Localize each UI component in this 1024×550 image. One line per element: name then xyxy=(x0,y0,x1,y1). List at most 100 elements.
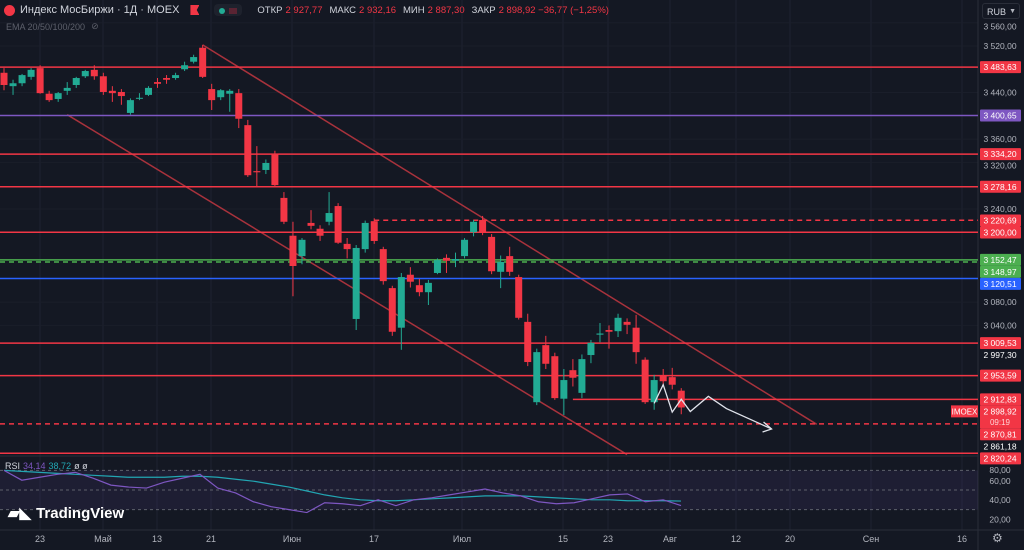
symbol-logo-icon xyxy=(4,4,15,16)
rsi-line xyxy=(3,469,682,514)
candle-body xyxy=(452,259,459,261)
x-tick-label: 15 xyxy=(558,534,568,544)
candle-body xyxy=(154,82,162,84)
currency-select[interactable]: RUB ▼ xyxy=(982,3,1020,19)
ema-label: EMA 20/50/100/200 xyxy=(6,21,86,32)
low-value: 2 887,30 xyxy=(427,4,465,16)
candle-body xyxy=(560,380,568,399)
level-price-label: 3 200,00 xyxy=(983,227,1016,237)
candle-body xyxy=(190,57,198,62)
x-tick-label: Сен xyxy=(863,534,880,544)
level-price-label: 3 220,69 xyxy=(983,215,1016,225)
flag-icon[interactable] xyxy=(190,5,200,15)
candle-body xyxy=(0,72,8,85)
hidden-eye-icon[interactable]: ⊘ xyxy=(91,21,99,31)
level-price-label: 3 278,16 xyxy=(983,182,1016,192)
close-label: ЗАКР xyxy=(471,4,496,16)
candle-body xyxy=(424,282,432,293)
candle-body xyxy=(99,76,107,92)
x-tick-label: Май xyxy=(94,534,112,544)
currency-value: RUB xyxy=(987,7,1007,17)
x-tick-label: 23 xyxy=(603,534,613,544)
candle-body xyxy=(18,75,26,84)
candle-body xyxy=(208,89,216,101)
brand-name: TradingView xyxy=(36,504,125,522)
candle-body xyxy=(361,222,369,250)
tradingview-logo[interactable]: ▰◣ TradingView xyxy=(8,504,125,523)
candle-body xyxy=(27,69,35,77)
x-tick-label: 12 xyxy=(731,534,741,544)
candle-body xyxy=(488,236,496,272)
candle-body xyxy=(497,261,505,272)
symbol-title[interactable]: Индекс МосБиржи · 1Д · MOEX xyxy=(20,4,180,16)
price-label: 2 861,18 xyxy=(983,441,1016,451)
projection-path xyxy=(653,382,772,430)
rsi-value: 34,14 xyxy=(23,461,46,471)
candle-body xyxy=(433,260,441,273)
level-price-label-bg xyxy=(980,428,1021,441)
candle-body xyxy=(668,377,676,385)
y-tick-label: 3 360,00 xyxy=(983,134,1016,144)
candle-body xyxy=(650,380,658,403)
candle-body xyxy=(506,256,514,272)
candle-body xyxy=(307,222,315,226)
trend-channel-line xyxy=(202,44,818,425)
x-tick-label: 17 xyxy=(369,534,379,544)
rsi-ma-value: 38,72 xyxy=(48,461,72,471)
low-label: МИН xyxy=(403,4,425,16)
candle-body xyxy=(172,75,180,79)
level-price-label: 3 483,63 xyxy=(983,62,1016,72)
candle-body xyxy=(569,370,577,378)
rsi-title: RSI xyxy=(5,461,21,471)
rsi-ma-line xyxy=(3,469,682,502)
rsi-tick-label: 20,00 xyxy=(989,514,1011,524)
level-price-label: 3 148,97 xyxy=(983,267,1016,277)
symbol-tag: IMOEX xyxy=(952,407,978,416)
settings-gear-icon[interactable]: ⚙ xyxy=(992,531,1003,545)
market-status-toggle[interactable] xyxy=(214,4,243,16)
candle-body xyxy=(352,247,360,319)
chart-legend: Индекс МосБиржи · 1Д · MOEX ОТКР 2 927,77… xyxy=(4,4,613,16)
indicator-legend[interactable]: EMA 20/50/100/200 ⊘ xyxy=(6,21,99,32)
price-label: 2 997,30 xyxy=(983,350,1016,360)
level-price-label-bg xyxy=(980,253,1021,266)
candle-body xyxy=(379,249,387,282)
last-price-label: 2 898,92 xyxy=(983,406,1016,416)
rsi-tick-label: 40,00 xyxy=(989,495,1011,505)
price-label-bg xyxy=(980,349,1021,362)
x-tick-label: Июл xyxy=(453,534,471,544)
candle-body xyxy=(442,257,450,261)
ohlc-values: ОТКР 2 927,77 МАКС 2 932,16 МИН 2 887,30 ЗА… xyxy=(257,5,613,16)
candle-body xyxy=(226,90,234,94)
candle-body xyxy=(605,330,613,332)
candle-body xyxy=(632,327,640,353)
candle-body xyxy=(181,65,189,70)
candle-body xyxy=(370,221,378,241)
candle-body xyxy=(479,220,487,233)
tv-logo-icon: ▰◣ xyxy=(8,505,32,522)
candle-body xyxy=(289,235,297,266)
candle-body xyxy=(470,221,478,233)
level-price-label: 3 120,51 xyxy=(983,279,1016,289)
level-price-label: 3 152,47 xyxy=(983,255,1016,265)
level-price-label: 3 400,65 xyxy=(983,110,1016,120)
x-tick-label: 13 xyxy=(152,534,162,544)
candle-body xyxy=(144,87,152,95)
candle-body xyxy=(298,239,306,257)
candle-body xyxy=(72,78,80,85)
candle-body xyxy=(614,317,622,332)
rsi-legend[interactable]: RSI 34,14 38,72 ø ø xyxy=(5,461,88,471)
level-price-label: 3 009,53 xyxy=(983,338,1016,348)
candle-body xyxy=(587,342,595,356)
level-price-label: 2 953,59 xyxy=(983,371,1016,381)
candle-body xyxy=(253,171,261,173)
candle-body xyxy=(235,93,243,119)
x-tick-label: 16 xyxy=(957,534,967,544)
countdown-label: 09:19 xyxy=(990,418,1011,427)
candle-body xyxy=(343,243,351,250)
last-price-bg xyxy=(980,405,1021,429)
level-price-label: 2 820,24 xyxy=(983,453,1016,463)
rsi-extra: ø ø xyxy=(74,461,88,471)
y-tick-label: 3 560,00 xyxy=(983,22,1016,32)
